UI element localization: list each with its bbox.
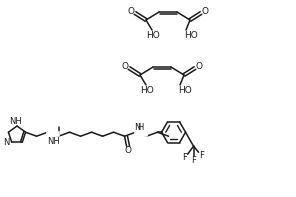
Text: F: F xyxy=(191,156,196,165)
Text: NH: NH xyxy=(10,116,22,125)
Text: HO: HO xyxy=(146,31,160,40)
Text: HO: HO xyxy=(184,31,198,40)
Text: HO: HO xyxy=(178,85,192,95)
Text: O: O xyxy=(195,61,202,71)
Text: NH: NH xyxy=(47,137,59,146)
Text: HO: HO xyxy=(140,85,154,95)
Text: F: F xyxy=(182,153,187,162)
Text: O: O xyxy=(124,146,131,155)
Text: F: F xyxy=(199,151,204,160)
Text: O: O xyxy=(128,7,134,16)
Text: N: N xyxy=(134,123,140,132)
Text: O: O xyxy=(202,7,208,16)
Text: O: O xyxy=(121,61,128,71)
Text: H: H xyxy=(137,123,143,132)
Text: N: N xyxy=(4,138,10,147)
